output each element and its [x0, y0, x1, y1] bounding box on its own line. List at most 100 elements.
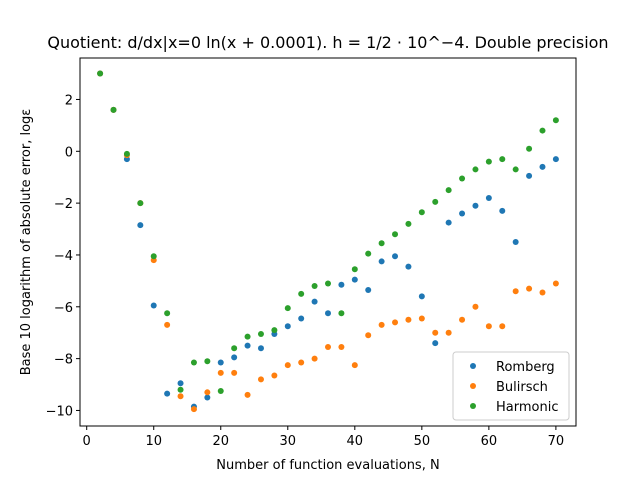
bulirsch-point — [231, 369, 238, 376]
y-tick-label: −4 — [54, 249, 73, 264]
bulirsch-point — [271, 372, 278, 379]
legend: Romberg Bulirsch Harmonic — [452, 351, 570, 421]
romberg-point — [512, 239, 519, 245]
bulirsch-point — [432, 329, 439, 336]
harmonic-point — [365, 250, 372, 257]
legend-marker-romberg — [470, 363, 476, 369]
plot-area-frame — [79, 57, 577, 427]
bulirsch-point — [311, 355, 318, 362]
harmonic-point — [526, 145, 533, 152]
x-tick-label: 20 — [212, 434, 229, 449]
legend-box — [452, 351, 570, 421]
bulirsch-point — [539, 289, 546, 296]
x-tick-label: 60 — [481, 434, 498, 449]
bulirsch-point — [338, 343, 345, 350]
romberg-point — [539, 163, 546, 170]
chart-title: Quotient: d/dx|x=0 ln(x + 0.0001). h = 1… — [47, 33, 608, 52]
harmonic-point — [445, 187, 452, 194]
x-tick-label: 50 — [414, 434, 431, 449]
harmonic-point — [432, 198, 439, 205]
y-axis: −10 −8 −6 −4 −2 0 2 — [46, 93, 80, 419]
harmonic-point — [123, 150, 130, 157]
x-tick-label: 70 — [548, 434, 565, 449]
romberg-point — [177, 380, 184, 387]
romberg-point — [298, 315, 305, 322]
romberg-point — [257, 345, 264, 352]
bulirsch-point — [418, 315, 425, 322]
romberg-point — [472, 202, 479, 209]
legend-marker-bulirsch — [470, 383, 476, 389]
harmonic-point — [97, 70, 104, 77]
harmonic-point — [110, 106, 117, 113]
harmonic-point — [150, 253, 157, 260]
bulirsch-point — [365, 332, 372, 339]
harmonic-point — [137, 200, 144, 207]
harmonic-point — [231, 345, 238, 352]
harmonic-point — [512, 166, 519, 173]
romberg-point — [164, 390, 171, 397]
bulirsch-point — [284, 362, 291, 369]
romberg-point — [204, 394, 211, 401]
x-tick-label: 40 — [347, 434, 364, 449]
data-points — [97, 70, 559, 413]
x-tick-label: 0 — [83, 434, 91, 449]
romberg-point — [351, 276, 358, 283]
romberg-point — [485, 194, 492, 201]
harmonic-point — [190, 359, 197, 366]
bulirsch-point — [164, 321, 171, 328]
legend-label-bulirsch: Bulirsch — [496, 380, 548, 395]
romberg-point — [284, 323, 291, 330]
bulirsch-point — [351, 362, 358, 369]
harmonic-point — [284, 305, 291, 312]
harmonic-point — [351, 266, 358, 273]
romberg-point — [405, 263, 412, 270]
romberg-point — [499, 207, 506, 214]
y-tick-label: −2 — [54, 197, 73, 212]
x-tick-label: 10 — [145, 434, 162, 449]
bulirsch-point — [499, 323, 506, 330]
y-tick-label: −8 — [54, 353, 73, 368]
bulirsch-point — [257, 376, 264, 383]
romberg-point — [392, 253, 399, 260]
bulirsch-point — [204, 389, 211, 396]
bulirsch-point — [472, 303, 479, 310]
bulirsch-point — [485, 323, 492, 330]
y-axis-title: Base 10 logarithm of absolute error, log… — [19, 109, 34, 376]
harmonic-point — [298, 290, 305, 297]
romberg-point — [137, 222, 144, 229]
bulirsch-point — [244, 391, 251, 398]
bulirsch-point — [325, 343, 331, 350]
romberg-point — [378, 258, 385, 265]
romberg-point — [459, 210, 466, 217]
romberg-point — [338, 281, 345, 288]
harmonic-point — [217, 388, 224, 395]
romberg-point — [418, 293, 425, 300]
romberg-point — [552, 156, 559, 163]
romberg-point — [217, 359, 224, 366]
bulirsch-point — [552, 280, 559, 287]
harmonic-point — [405, 220, 412, 227]
harmonic-point — [177, 386, 184, 393]
legend-label-romberg: Romberg — [496, 360, 555, 375]
y-tick-label: −10 — [46, 404, 73, 419]
romberg-point — [365, 286, 372, 293]
harmonic-point — [204, 358, 211, 365]
bulirsch-point — [459, 316, 466, 323]
y-tick-label: 0 — [65, 145, 73, 160]
harmonic-point — [164, 310, 171, 317]
harmonic-point — [539, 127, 546, 134]
harmonic-point — [311, 283, 318, 290]
legend-label-harmonic: Harmonic — [496, 400, 558, 415]
bulirsch-point — [378, 321, 385, 328]
harmonic-point — [472, 166, 479, 173]
bulirsch-point — [445, 329, 452, 336]
harmonic-point — [499, 156, 506, 163]
romberg-point — [526, 172, 533, 179]
bulirsch-point — [190, 406, 197, 413]
romberg-point — [311, 298, 318, 305]
romberg-point — [445, 219, 452, 226]
harmonic-point — [459, 175, 466, 182]
y-tick-label: −6 — [54, 301, 73, 316]
harmonic-point — [271, 327, 278, 334]
x-axis-title: Number of function evaluations, N — [216, 458, 439, 473]
